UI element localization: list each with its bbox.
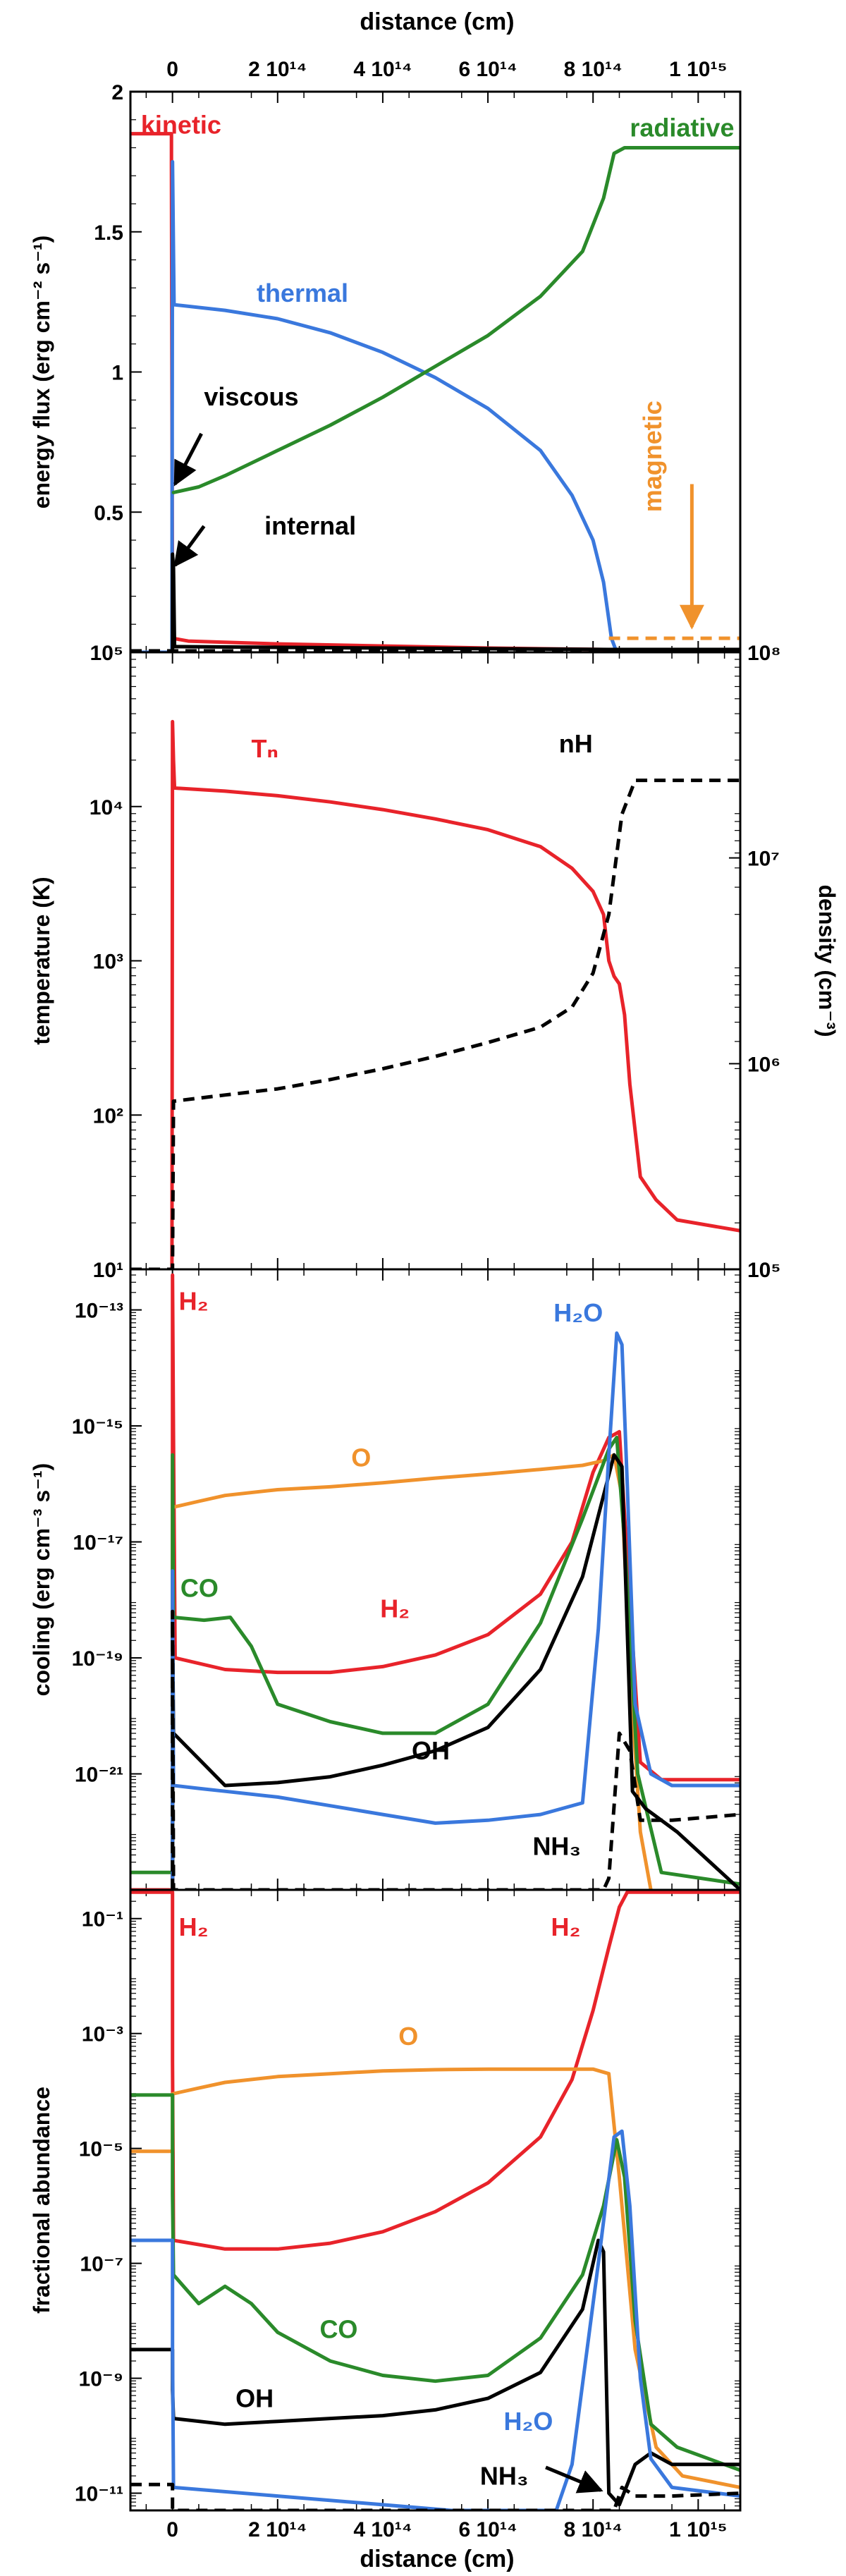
series-group	[130, 1890, 740, 2510]
bottom-tick-label: 1 10¹⁵	[669, 2518, 727, 2541]
annotation-nh: NH₃	[480, 2461, 529, 2490]
y-tick-label: 1	[111, 362, 123, 385]
top-tick-labels: 0 2 10¹⁴ 4 10¹⁴ 6 10¹⁴ 8 10¹⁴ 1 10¹⁵	[166, 58, 727, 81]
series-line-nh	[130, 2482, 740, 2510]
annotation-h-o: H₂O	[553, 1298, 603, 1327]
annotation-o: O	[398, 2022, 418, 2051]
annotation-oh: OH	[412, 1736, 450, 1765]
series-line-t	[170, 719, 740, 1269]
y-tick-label: 10⁻¹⁷	[73, 1532, 123, 1555]
bottom-tick-label: 2 10¹⁴	[248, 2518, 307, 2541]
annotation-h: H₂	[179, 1912, 209, 1941]
annotation-arrow	[545, 2465, 603, 2493]
top-tick-label: 0	[166, 58, 178, 81]
y-tick-label: 10²	[93, 1104, 123, 1128]
y-tick-label: 1.5	[94, 221, 123, 245]
annotation-arrow	[173, 432, 203, 487]
annotation-oh: OH	[235, 2383, 274, 2412]
annotation-arrow	[173, 525, 206, 568]
bottom-tick-labels: 0 2 10¹⁴ 4 10¹⁴ 6 10¹⁴ 8 10¹⁴ 1 10¹⁵	[166, 2518, 727, 2541]
right-tick-label: 10⁵	[747, 1259, 780, 1282]
y-tick-label: 10⁻¹	[82, 1908, 123, 1931]
series-line-co	[130, 1436, 740, 1886]
top-tick-label: 4 10¹⁴	[353, 58, 412, 81]
panel-frame	[129, 1888, 742, 2512]
series-line-nh	[130, 779, 740, 1269]
right-axis-label: density (cm⁻³)	[814, 884, 840, 1037]
y-tick-label: 10⁻¹⁹	[72, 1647, 123, 1671]
y-tick-label: 10⁻¹⁵	[72, 1415, 123, 1439]
series-line-thermal	[130, 159, 740, 652]
series-line-radiative	[171, 146, 740, 494]
series-group	[130, 132, 740, 652]
series-line-oh	[130, 2238, 740, 2507]
y-tick-label: 10⁻⁷	[80, 2253, 123, 2276]
annotation-thermal: thermal	[257, 279, 348, 307]
series-line-nh	[171, 1609, 740, 1890]
y-axis-label: energy flux (erg cm⁻² s⁻¹)	[29, 236, 54, 509]
series-group	[130, 1273, 740, 1890]
y-tick-label: 10⁻⁵	[79, 2138, 123, 2161]
annotation-t: Tₙ	[252, 734, 278, 763]
series-line-oh	[171, 1453, 740, 1890]
panel-temperature: 10¹ 10² 10³ 10⁴ 10⁵ temperature (K) 10⁵ 10⁶ 10⁷ d…	[29, 642, 840, 1282]
annotation-nh: NH₃	[532, 1832, 581, 1861]
bottom-tick-label: 8 10¹⁴	[564, 2518, 623, 2541]
annotation-internal: internal	[264, 511, 356, 540]
series-group	[130, 719, 740, 1269]
bottom-tick-label: 6 10¹⁴	[458, 2518, 517, 2541]
annotation-h: H₂	[551, 1912, 581, 1941]
panel-fractional-abundance: 10⁻¹¹ 10⁻⁹ 10⁻⁷ 10⁻⁵ 10⁻³ 10⁻¹ fractional abun…	[29, 1888, 742, 2512]
annotation-nh: nH	[559, 729, 593, 758]
annotation-kinetic: kinetic	[141, 111, 221, 140]
bottom-axis-label: distance (cm)	[360, 2546, 514, 2572]
right-tick-label: 10⁶	[747, 1053, 780, 1076]
y-tick-label: 2	[111, 81, 123, 104]
top-tick-label: 6 10¹⁴	[458, 58, 517, 81]
series-line-h-o	[171, 1331, 740, 1890]
annotation-o: O	[351, 1443, 371, 1472]
y-tick-label: 10⁻¹³	[75, 1300, 123, 1323]
annotation-magnetic: magnetic	[638, 401, 667, 512]
panel-energy-flux: 0.5 1 1.5 2 energy flux (erg cm⁻² s⁻¹) 10⁸ kin…	[29, 81, 781, 665]
y-axis-label: fractional abundance	[29, 2087, 54, 2314]
panel-frame	[129, 651, 742, 1271]
y-axis-label: temperature (K)	[29, 877, 54, 1044]
annotation-h: H₂	[380, 1594, 410, 1623]
panel-frame	[129, 90, 742, 654]
y-tick-label: 10⁵	[90, 642, 123, 665]
series-line-co	[130, 2093, 740, 2472]
y-tick-label: 0.5	[94, 501, 123, 525]
annotation-h-o: H₂O	[503, 2407, 553, 2436]
series-line-h	[130, 1273, 740, 1890]
panel-cooling: 10⁻²¹ 10⁻¹⁹ 10⁻¹⁷ 10⁻¹⁵ 10⁻¹³ cooling (erg cm…	[29, 1268, 742, 1891]
tick-marks	[130, 652, 740, 1270]
y-axis-label: cooling (erg cm⁻³ s⁻¹)	[29, 1463, 54, 1697]
top-tick-label: 1 10¹⁵	[669, 58, 727, 81]
annotation-co: CO	[180, 1574, 219, 1603]
y-tick-label: 10⁻²¹	[75, 1764, 123, 1787]
top-tick-label: 8 10¹⁴	[564, 58, 623, 81]
top-tick-label: 2 10¹⁴	[248, 58, 307, 81]
y-tick-label: 10⁻³	[82, 2023, 123, 2046]
panel-frame	[129, 1268, 742, 1891]
y-tick-label: 10¹	[93, 1259, 123, 1282]
right-tick-label: 10⁷	[747, 848, 780, 871]
y-tick-label: 10⁴	[90, 796, 123, 819]
annotation-viscous: viscous	[204, 382, 298, 411]
bottom-tick-label: 4 10¹⁴	[353, 2518, 412, 2541]
tick-marks	[130, 1269, 740, 1890]
annotation-co: CO	[319, 2315, 357, 2344]
right-tick-label: 10⁸	[747, 642, 781, 665]
series-line-h-o	[130, 2129, 740, 2510]
bottom-tick-label: 0	[166, 2518, 178, 2541]
top-axis-label: distance (cm)	[360, 8, 514, 35]
y-tick-label: 10⁻¹¹	[75, 2483, 123, 2506]
y-tick-label: 10⁻⁹	[79, 2368, 123, 2391]
annotation-h: H₂	[179, 1287, 209, 1316]
y-tick-label: 10³	[93, 951, 123, 974]
annotation-radiative: radiative	[630, 114, 734, 142]
